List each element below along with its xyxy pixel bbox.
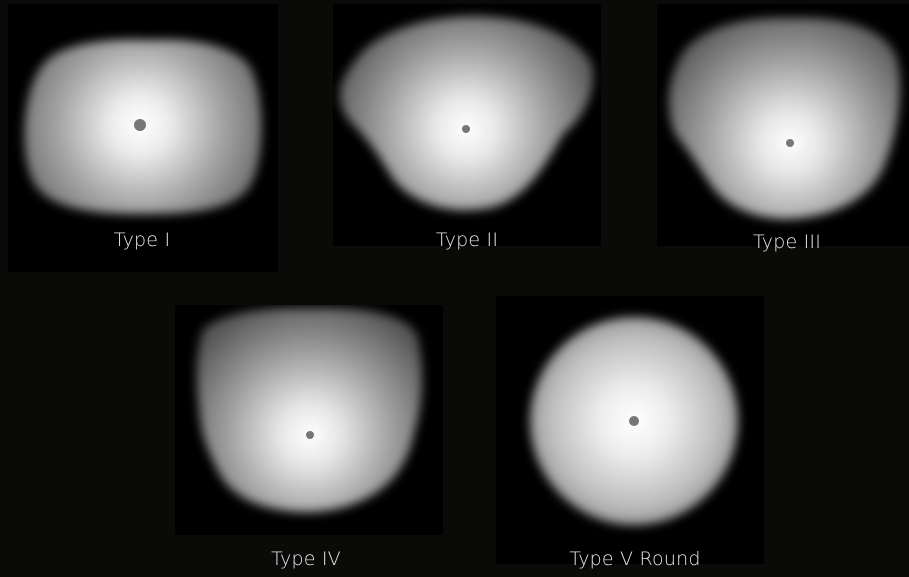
type-i-source-dot [134,119,146,131]
type-iii-caption: Type III [752,231,822,253]
type-iv-panel [175,305,443,535]
type-v-round-caption: Type V Round [569,548,701,570]
type-iv-source-dot [306,431,314,439]
type-v-round-panel [496,296,764,564]
type-i-caption: Type I [113,229,171,251]
type-iii-panel [657,4,909,246]
type-iii-light-pattern [668,17,901,220]
type-i-light-pattern [24,39,262,214]
type-ii-light-pattern [339,16,594,211]
type-v-round-source-dot [629,416,639,426]
type-iii-source-dot [786,139,794,147]
type-ii-source-dot [462,125,470,133]
type-i-panel [8,4,278,272]
type-v-round-light-pattern [530,317,738,525]
type-iv-light-pattern [196,307,423,513]
type-ii-panel [333,4,601,246]
type-ii-caption: Type II [435,229,499,251]
type-iv-caption: Type IV [271,548,341,570]
